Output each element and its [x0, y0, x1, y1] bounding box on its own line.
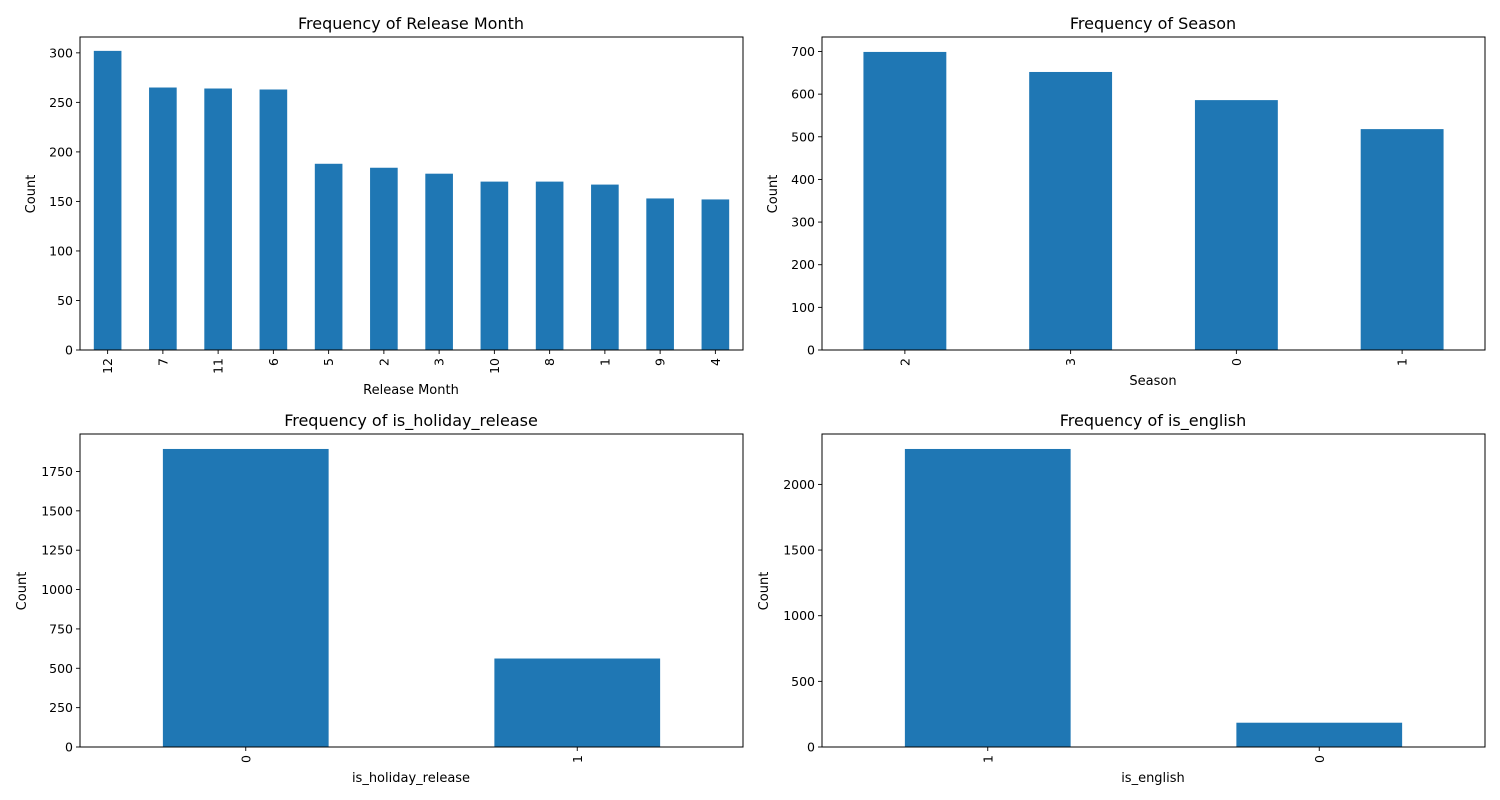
x-tick-label: 0 — [238, 755, 253, 763]
y-tick-label: 500 — [49, 661, 73, 676]
y-tick-label: 1750 — [41, 464, 73, 479]
x-tick-label: 8 — [542, 358, 557, 366]
x-axis-label: Release Month — [363, 383, 459, 398]
x-tick-label: 1 — [980, 755, 995, 763]
y-axis-label: Count — [766, 175, 781, 214]
chart-title: Frequency of is_english — [1060, 411, 1247, 431]
bar-1 — [904, 448, 1071, 747]
subplot-1-marks: 0 50 100 150 200 250 300 12 7 11 6 5 2 3 10 8 1 9 4 — [49, 36, 744, 374]
x-tick-label: 1 — [570, 755, 585, 763]
bar-7 — [149, 87, 177, 351]
y-tick-label: 1500 — [41, 503, 73, 518]
bar-2 — [370, 167, 398, 350]
subplot-english: Frequency of is_english is_english Count — [757, 411, 1246, 786]
y-axis-label: Count — [24, 175, 39, 214]
subplot-4-marks: 0 500 1000 1500 2000 1 0 — [783, 433, 1486, 763]
x-tick-label: 3 — [1063, 358, 1078, 366]
x-axis-label: is_english — [1121, 771, 1185, 786]
bar-6 — [259, 89, 288, 350]
bar-1 — [494, 658, 661, 747]
y-tick-label: 500 — [791, 129, 815, 144]
y-tick-label: 250 — [49, 95, 73, 110]
y-tick-label: 700 — [791, 44, 815, 59]
x-tick-label: 0 — [1312, 755, 1327, 763]
x-tick-label: 10 — [487, 358, 502, 374]
bar-0 — [1194, 100, 1278, 350]
bar-0 — [1236, 722, 1403, 747]
subplot-2-marks: 0 100 200 300 400 500 600 700 2 3 0 1 — [791, 36, 1486, 366]
y-tick-label: 1250 — [41, 543, 73, 558]
y-tick-label: 500 — [791, 674, 815, 689]
bar-2 — [863, 51, 947, 351]
y-tick-label: 750 — [49, 621, 73, 636]
x-tick-label: 12 — [100, 358, 115, 374]
bar-1 — [1360, 129, 1444, 350]
subplot-season: Frequency of Season Season Count — [766, 14, 1236, 389]
y-axis-label: Count — [15, 572, 30, 611]
axes-frame — [821, 433, 1486, 748]
bar-3 — [1029, 71, 1113, 350]
bar-8 — [535, 181, 564, 350]
x-tick-label: 5 — [321, 358, 336, 366]
x-tick-label: 2 — [376, 358, 391, 366]
y-tick-label: 600 — [791, 87, 815, 102]
chart-title: Frequency of Season — [1070, 14, 1236, 33]
bar-10 — [480, 181, 509, 350]
y-tick-label: 100 — [49, 243, 73, 258]
x-tick-label: 4 — [708, 358, 723, 366]
subplot-3-marks: 0 250 500 750 1000 1250 1500 1750 0 1 — [41, 433, 744, 763]
x-axis-label: is_holiday_release — [352, 771, 470, 786]
axes-frame — [79, 433, 744, 748]
bar-1 — [591, 184, 619, 350]
y-tick-label: 250 — [49, 700, 73, 715]
bar-5 — [314, 163, 343, 350]
x-tick-label: 0 — [1229, 358, 1244, 366]
x-tick-label: 6 — [266, 358, 281, 366]
y-tick-label: 0 — [65, 740, 73, 755]
y-tick-label: 50 — [57, 293, 73, 308]
x-tick-label: 1 — [597, 358, 612, 366]
y-axis-label: Count — [757, 572, 772, 611]
y-tick-label: 1000 — [783, 608, 815, 623]
y-tick-label: 100 — [791, 300, 815, 315]
bar-11 — [204, 88, 232, 350]
y-tick-label: 1000 — [41, 582, 73, 597]
bar-12 — [93, 50, 122, 351]
subplot-holiday-release: Frequency of is_holiday_release is_holid… — [15, 411, 538, 786]
y-tick-label: 0 — [807, 740, 815, 755]
x-tick-label: 2 — [897, 358, 912, 366]
y-tick-label: 150 — [49, 194, 73, 209]
y-tick-label: 200 — [791, 257, 815, 272]
chart-title: Frequency of is_holiday_release — [284, 411, 538, 431]
y-tick-label: 2000 — [783, 477, 815, 492]
x-axis-label: Season — [1129, 374, 1176, 389]
x-tick-label: 7 — [155, 358, 170, 366]
x-tick-label: 9 — [653, 358, 668, 366]
bar-9 — [646, 198, 674, 350]
y-tick-label: 200 — [49, 144, 73, 159]
y-tick-label: 400 — [791, 172, 815, 187]
y-tick-label: 0 — [65, 343, 73, 358]
bar-3 — [425, 173, 453, 350]
bar-0 — [162, 448, 329, 747]
axes-frame — [821, 36, 1486, 351]
y-tick-label: 0 — [807, 343, 815, 358]
subplot-release-month: Frequency of Release Month Release Month… — [24, 14, 524, 398]
x-tick-label: 3 — [432, 358, 447, 366]
y-tick-label: 300 — [49, 45, 73, 60]
x-tick-label: 1 — [1395, 358, 1410, 366]
axes-frame — [79, 36, 744, 351]
y-tick-label: 300 — [791, 215, 815, 230]
chart-title: Frequency of Release Month — [298, 14, 524, 33]
x-tick-label: 11 — [211, 358, 226, 374]
y-tick-label: 1500 — [783, 543, 815, 558]
bar-4 — [701, 199, 730, 350]
